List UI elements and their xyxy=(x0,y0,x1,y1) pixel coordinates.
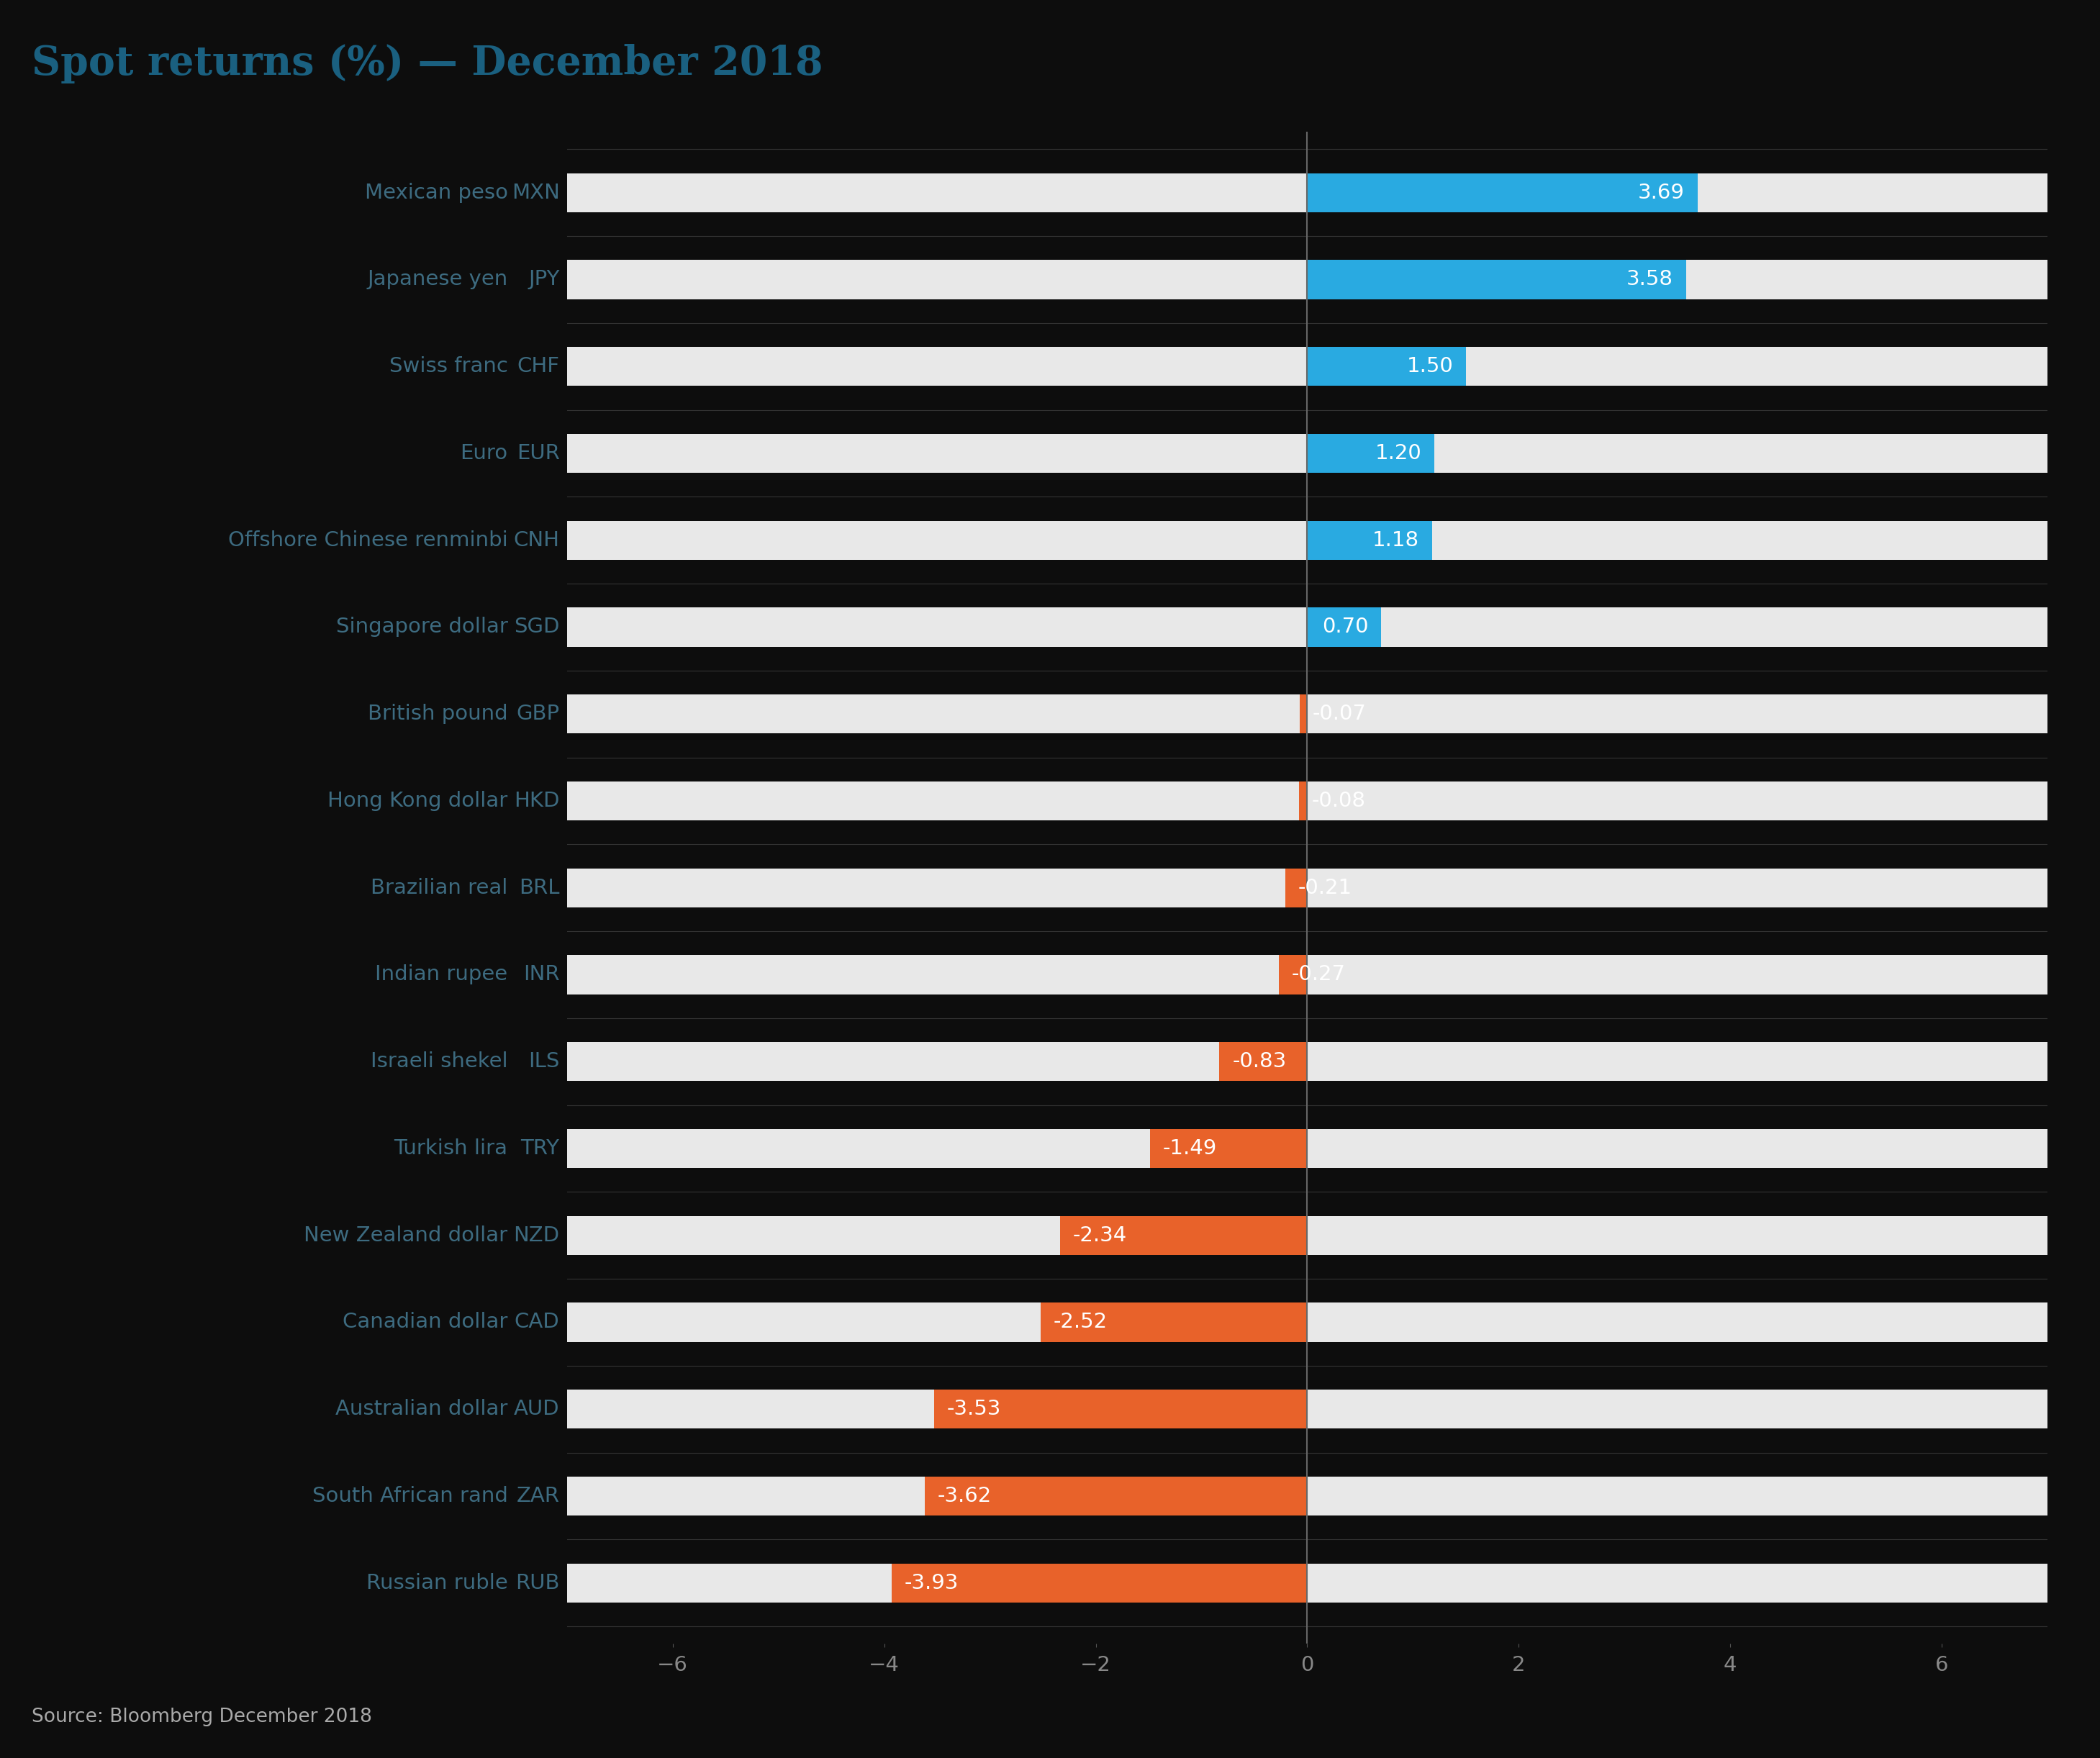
Text: ILS: ILS xyxy=(529,1051,559,1072)
Bar xyxy=(934,1389,1306,1429)
Text: GBP: GBP xyxy=(517,703,559,724)
Text: South African rand: South African rand xyxy=(313,1486,508,1507)
Bar xyxy=(567,608,2048,647)
Bar xyxy=(567,694,2048,733)
Text: -2.52: -2.52 xyxy=(1054,1311,1107,1333)
Bar xyxy=(1306,608,1382,647)
Text: New Zealand dollar: New Zealand dollar xyxy=(304,1225,508,1245)
Bar xyxy=(567,781,2048,821)
Bar xyxy=(1149,1129,1306,1167)
Text: JPY: JPY xyxy=(529,269,559,290)
Bar xyxy=(1306,434,1434,473)
Bar xyxy=(1285,868,1306,907)
Bar xyxy=(1220,1042,1306,1081)
Bar xyxy=(567,1563,2048,1603)
Text: Turkish lira: Turkish lira xyxy=(395,1139,508,1159)
Bar xyxy=(1298,781,1306,821)
Text: -2.34: -2.34 xyxy=(1073,1225,1126,1245)
Text: INR: INR xyxy=(523,965,559,984)
Text: Israeli shekel: Israeli shekel xyxy=(370,1051,508,1072)
Bar xyxy=(567,868,2048,907)
Bar xyxy=(1042,1303,1306,1341)
Bar xyxy=(1279,955,1306,995)
Text: Brazilian real: Brazilian real xyxy=(372,877,508,898)
Text: -0.83: -0.83 xyxy=(1233,1051,1287,1072)
Bar xyxy=(567,434,2048,473)
Text: -1.49: -1.49 xyxy=(1163,1139,1216,1159)
Bar xyxy=(567,1477,2048,1515)
Text: Russian ruble: Russian ruble xyxy=(365,1573,508,1593)
Bar xyxy=(924,1477,1306,1515)
Text: 1.18: 1.18 xyxy=(1373,531,1420,550)
Text: 3.69: 3.69 xyxy=(1638,183,1684,202)
Text: EUR: EUR xyxy=(517,443,559,464)
Text: -3.62: -3.62 xyxy=(937,1486,991,1507)
Text: 1.20: 1.20 xyxy=(1376,443,1422,464)
Bar xyxy=(567,1217,2048,1255)
Bar xyxy=(567,520,2048,559)
Text: Canadian dollar: Canadian dollar xyxy=(342,1311,508,1333)
Bar xyxy=(567,260,2048,299)
Text: CHF: CHF xyxy=(517,357,559,376)
Bar xyxy=(1300,694,1306,733)
Bar xyxy=(1060,1217,1306,1255)
Text: Hong Kong dollar: Hong Kong dollar xyxy=(328,791,508,810)
Bar xyxy=(567,1303,2048,1341)
Text: -0.08: -0.08 xyxy=(1312,791,1365,810)
Text: -0.27: -0.27 xyxy=(1292,965,1346,984)
Text: AUD: AUD xyxy=(514,1399,559,1419)
Text: BRL: BRL xyxy=(519,877,559,898)
Text: Singapore dollar: Singapore dollar xyxy=(336,617,508,636)
Text: Japanese yen: Japanese yen xyxy=(368,269,508,290)
Text: 0.70: 0.70 xyxy=(1323,617,1369,636)
Text: CNH: CNH xyxy=(514,531,559,550)
Bar xyxy=(892,1563,1306,1603)
Text: British pound: British pound xyxy=(368,703,508,724)
Text: Spot returns (%) — December 2018: Spot returns (%) — December 2018 xyxy=(32,44,823,84)
Bar xyxy=(1306,520,1432,559)
Bar xyxy=(1306,172,1697,213)
Text: TRY: TRY xyxy=(521,1139,559,1159)
Text: Offshore Chinese renminbi: Offshore Chinese renminbi xyxy=(229,531,508,550)
Bar xyxy=(1306,346,1466,387)
Bar xyxy=(567,172,2048,213)
Text: CAD: CAD xyxy=(514,1311,559,1333)
Text: HKD: HKD xyxy=(514,791,559,810)
Bar xyxy=(567,955,2048,995)
Text: 1.50: 1.50 xyxy=(1407,357,1453,376)
Bar xyxy=(567,1129,2048,1167)
Text: Swiss franc: Swiss franc xyxy=(389,357,508,376)
Text: -3.53: -3.53 xyxy=(947,1399,1002,1419)
Text: ZAR: ZAR xyxy=(517,1486,559,1507)
Text: Indian rupee: Indian rupee xyxy=(376,965,508,984)
Text: Source: Bloomberg December 2018: Source: Bloomberg December 2018 xyxy=(32,1707,372,1726)
Text: RUB: RUB xyxy=(514,1573,559,1593)
Text: NZD: NZD xyxy=(512,1225,559,1245)
Text: 3.58: 3.58 xyxy=(1625,269,1674,290)
Text: -0.21: -0.21 xyxy=(1298,877,1352,898)
Bar xyxy=(1306,260,1686,299)
Bar xyxy=(567,1389,2048,1429)
Text: MXN: MXN xyxy=(512,183,559,202)
Text: Euro: Euro xyxy=(460,443,508,464)
Text: Mexican peso: Mexican peso xyxy=(365,183,508,202)
Text: -0.07: -0.07 xyxy=(1312,703,1367,724)
Text: SGD: SGD xyxy=(514,617,559,636)
Text: Australian dollar: Australian dollar xyxy=(336,1399,508,1419)
Bar xyxy=(567,1042,2048,1081)
Bar xyxy=(567,346,2048,387)
Text: -3.93: -3.93 xyxy=(905,1573,958,1593)
